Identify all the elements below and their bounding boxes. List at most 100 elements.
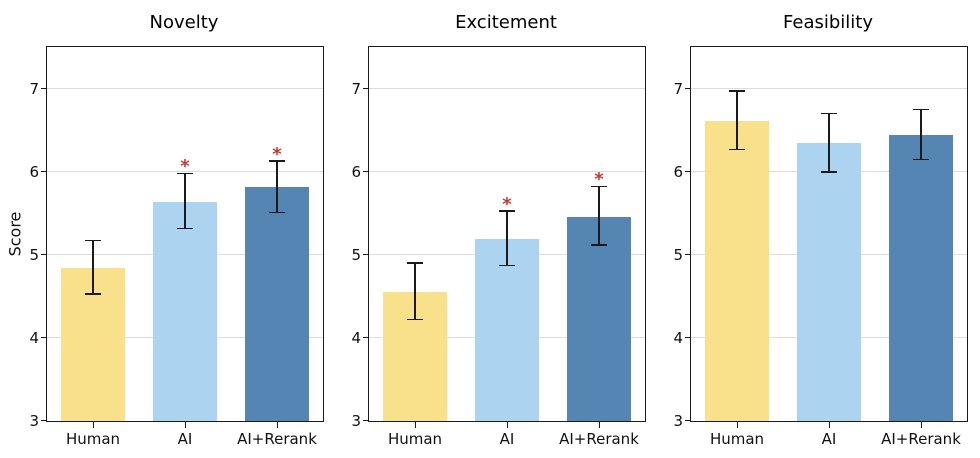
error-bar-cap — [591, 185, 607, 188]
error-bar — [506, 211, 508, 267]
error-bar — [184, 174, 186, 230]
y-tick-mark — [363, 88, 369, 90]
error-bar-cap — [913, 108, 929, 111]
y-tick-mark — [685, 88, 691, 90]
y-tick-mark — [685, 171, 691, 173]
y-tick-label: 4 — [351, 328, 361, 347]
error-bar-cap — [729, 90, 745, 92]
y-tick-label: 5 — [673, 245, 683, 264]
error-bar-cap — [499, 264, 515, 267]
y-tick-mark — [41, 171, 47, 173]
chart-title: Feasibility — [783, 12, 873, 33]
y-tick-label: 3 — [351, 412, 361, 430]
significance-marker: * — [502, 193, 512, 215]
y-tick-mark — [41, 254, 47, 256]
y-tick-mark — [685, 254, 691, 256]
error-bar-cap — [499, 210, 515, 212]
plot-area-excitement: 3 4 5 6 7 Human * AI * AI+Rerank — [351, 46, 646, 448]
significance-marker: * — [180, 156, 190, 178]
error-bar-cap — [913, 158, 929, 161]
y-tick-mark — [41, 420, 47, 421]
gridline — [47, 87, 323, 89]
x-tick-label: AI — [177, 430, 193, 448]
gridline — [369, 87, 645, 89]
error-bar — [414, 263, 416, 321]
y-tick-mark — [363, 420, 369, 421]
gridline — [691, 87, 967, 89]
panel-feasibility: Feasibility 3 4 5 6 7 Human AI AI+Rerank — [646, 8, 968, 448]
bar-ai — [153, 201, 217, 421]
y-tick-mark — [41, 337, 47, 339]
bar-ai-rerank — [889, 135, 953, 421]
significance-marker: * — [594, 169, 604, 191]
y-tick-mark — [363, 337, 369, 339]
error-bar-cap — [85, 293, 101, 295]
x-tick-mark — [598, 422, 600, 428]
x-tick-label: Human — [387, 430, 443, 448]
bar-human — [705, 120, 769, 421]
error-bar-cap — [729, 148, 745, 151]
x-tick-mark — [184, 422, 186, 428]
error-bar-cap — [821, 171, 837, 173]
error-bar-cap — [269, 211, 285, 214]
y-tick-label: 7 — [29, 79, 39, 98]
plot-area-feasibility: 3 4 5 6 7 Human AI AI+Rerank — [673, 46, 968, 448]
y-tick-mark — [41, 88, 47, 90]
y-tick-mark — [685, 337, 691, 339]
y-tick-label: 4 — [673, 328, 683, 347]
plot-area-novelty: Score 3 4 5 6 7 Human * AI * AI+Rerank — [6, 46, 324, 448]
panel-excitement: Excitement 3 4 5 6 7 Human * AI * AI+Rerank — [324, 8, 646, 448]
bar-ai — [475, 239, 539, 421]
x-tick-mark — [276, 422, 278, 428]
x-tick-mark — [92, 422, 94, 428]
error-bar-cap — [407, 262, 423, 264]
bar-ai-rerank — [245, 187, 309, 421]
x-tick-label: AI — [821, 430, 837, 448]
figure: Novelty Score 3 4 5 6 7 Human * AI * AI+Rerank Ex… — [2, 8, 968, 448]
error-bar-cap — [177, 172, 193, 175]
y-tick-label: 6 — [351, 162, 361, 181]
x-tick-label: AI — [499, 430, 515, 448]
y-tick-label: 5 — [29, 245, 39, 264]
x-tick-mark — [414, 422, 416, 428]
y-tick-label: 7 — [673, 79, 683, 98]
y-tick-mark — [363, 254, 369, 256]
y-tick-label: 7 — [351, 79, 361, 98]
gridline — [369, 170, 645, 172]
error-bar-cap — [269, 160, 285, 162]
chart-title: Excitement — [455, 12, 557, 33]
y-tick-label: 6 — [29, 162, 39, 181]
error-bar-cap — [85, 239, 101, 242]
error-bar-cap — [407, 318, 423, 321]
error-bar — [828, 114, 830, 173]
significance-marker: * — [272, 143, 282, 165]
error-bar-cap — [821, 112, 837, 115]
y-tick-label: 5 — [351, 245, 361, 264]
y-tick-label: 3 — [29, 412, 39, 430]
x-tick-mark — [736, 422, 738, 428]
error-bar — [920, 110, 922, 161]
y-tick-label: 6 — [673, 162, 683, 181]
error-bar — [92, 241, 94, 295]
bar-ai-rerank — [567, 216, 631, 421]
bar-ai — [797, 143, 861, 421]
panel-novelty: Novelty Score 3 4 5 6 7 Human * AI * AI+Rerank — [2, 8, 324, 448]
error-bar — [736, 91, 738, 151]
chart-title: Novelty — [149, 12, 219, 33]
x-tick-label: AI+Rerank — [881, 430, 961, 448]
x-tick-label: AI+Rerank — [237, 430, 317, 448]
y-tick-label: 4 — [29, 328, 39, 347]
error-bar — [276, 161, 278, 214]
error-bar-cap — [591, 244, 607, 246]
x-tick-mark — [920, 422, 922, 428]
error-bar — [598, 187, 600, 246]
y-tick-mark — [685, 420, 691, 421]
x-tick-label: AI+Rerank — [559, 430, 639, 448]
y-tick-label: 3 — [673, 412, 683, 430]
gridline — [47, 170, 323, 172]
x-tick-mark — [506, 422, 508, 428]
error-bar-cap — [177, 227, 193, 230]
x-tick-mark — [828, 422, 830, 428]
x-tick-label: Human — [709, 430, 765, 448]
x-tick-label: Human — [65, 430, 121, 448]
